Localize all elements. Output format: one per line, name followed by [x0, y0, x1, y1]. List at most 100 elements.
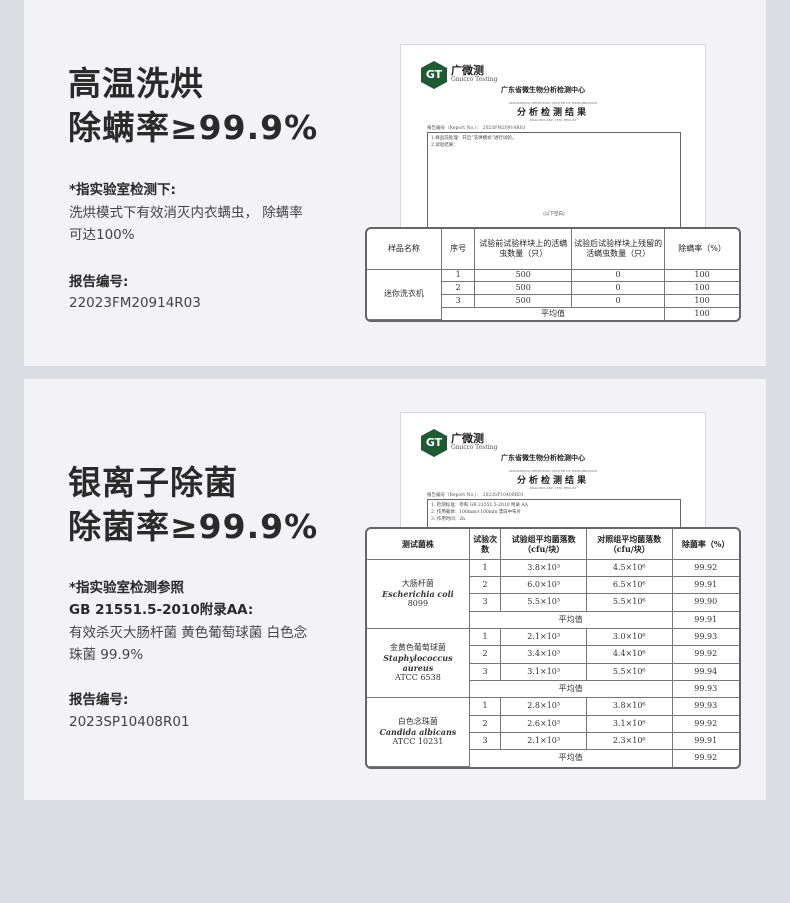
table-cell: 99.94	[671, 662, 739, 681]
table-cell: 1	[468, 558, 502, 577]
title-line-2: 除菌率≥99.9%	[68, 507, 319, 546]
mite-result-table: 样品名称 序号 试验前试验样块上的活螨虫数量（只） 试验后试验样块上残留的活螨虫数量（…	[365, 227, 741, 322]
test-report-document: GT 广微测 Gmicro Testing 广东省微生物分析检测中心 GUANG…	[400, 412, 706, 532]
result-title: 分析检测结果	[516, 476, 589, 486]
center-name: 广东省微生物分析检测中心	[501, 85, 585, 94]
average-label: 平均值	[469, 679, 673, 699]
mite-removal-panel: 高温洗烘 除螨率≥99.9% *指实验室检测下: 洗烘模式下有效消灭内衣螨虫， …	[24, 0, 766, 366]
result-title-en: ANALYSIS AND TEST RESULT	[529, 118, 577, 122]
table-cell: 3.0×10⁶	[585, 627, 673, 647]
sterilization-panel: 银离子除菌 除菌率≥99.9% *指实验室检测参照 GB 21551.5-201…	[24, 379, 766, 800]
table-row: 2 500 0 100	[367, 281, 739, 296]
table-cell: 3	[469, 731, 502, 751]
table-cell: 2.1×10³	[500, 731, 587, 751]
strain-name-latin: Escherichia coli	[382, 588, 454, 599]
doc-content-box: 1.样品前处理：开启“洗烘模式”进行试验。 2.试验结果： (以下空白)	[427, 132, 681, 232]
center-name-en: GUANGDONG DETECTION CENTER OF MICROBIOLO…	[508, 469, 598, 473]
column-header: 试验前试验样块上的活螨虫数量（只）	[474, 229, 573, 270]
strain-id: 8099	[407, 598, 429, 608]
strain-name-latin: Candida albicans	[379, 727, 457, 738]
table-cell: 100	[664, 281, 739, 296]
strain-cell: 金黄色葡萄球菌 Staphylococcus aureus ATCC 6538	[367, 627, 470, 699]
table-cell: 2.3×10⁶	[585, 731, 673, 751]
brand-cn: 广微测	[451, 432, 484, 445]
table-cell: 100	[664, 294, 739, 308]
column-header: 试验次数	[468, 529, 502, 560]
average-label: 平均值	[469, 749, 673, 767]
table-cell: 6.0×10³	[500, 575, 587, 595]
strain-id: ATCC 6538	[394, 673, 441, 683]
sample-name: 迷你洗衣机	[367, 268, 442, 320]
table-cell: 4.4×10⁶	[585, 645, 673, 664]
table-row: 白色念珠菌 Candida albicans ATCC 10231 1 2.8×10³ 3…	[367, 697, 739, 767]
table-cell: 2	[469, 575, 502, 595]
average-label: 平均值	[469, 610, 673, 629]
table-row: 金黄色葡萄球菌 Staphylococcus aureus ATCC 6538 1 2.…	[367, 627, 739, 699]
report-line: 报告编号（Report No.）： 2023FM20914R03	[427, 126, 526, 131]
report-label: 报告编号:	[69, 274, 129, 290]
table-row: 迷你洗衣机 1 500 0 100	[367, 268, 739, 320]
column-header: 试验后试验样块上残留的活螨虫数量（只）	[571, 229, 666, 270]
table-row: 大肠杆菌 Escherichia coli 8099 1 3.8×10³ 4.5×10⁶ 9…	[367, 558, 739, 629]
doc-item-1: 1.样品前处理：开启“洗烘模式”进行试验。	[431, 136, 517, 141]
table-cell: 0	[571, 268, 666, 283]
table-cell: 3	[469, 662, 502, 681]
test-report-document: GT 广微测 Gmicro Testing 广东省微生物分析检测中心 GUANG…	[400, 44, 706, 234]
table-cell: 99.90	[671, 593, 739, 612]
result-title: 分析检测结果	[516, 108, 589, 118]
result-title-en: ANALYSIS AND TEST RESULT	[529, 486, 577, 490]
table-cell: 5.5×10⁶	[585, 662, 673, 681]
bacteria-result-table: 测试菌株 试验次数 试验组平均菌落数（cfu/块） 对照组平均菌落数（cfu/块） 除菌…	[365, 527, 741, 769]
table-cell: 6.5×10⁶	[585, 575, 673, 595]
table-cell: 99.92	[671, 714, 739, 733]
table-cell: 99.92	[671, 645, 739, 664]
strain-name-cn: 白色念珠菌	[397, 717, 438, 727]
table-cell: 1	[468, 627, 502, 647]
brand-en: Gmicro Testing	[451, 444, 498, 451]
lab-note-line-1: *指实验室检测参照	[69, 580, 185, 596]
table-cell: 1	[468, 697, 502, 716]
table-cell: 2.1×10³	[500, 627, 587, 647]
table-cell: 0	[571, 294, 666, 308]
average-label: 平均值	[441, 306, 666, 320]
doc-item-2: 2.试验结果：	[431, 143, 458, 148]
table-cell: 3.4×10³	[500, 645, 587, 664]
doc-item-1: 1. 检测标准：参照 GB 21551.5-2010 附录 AA	[431, 503, 528, 508]
doc-item-2: 2. 作用载体：100mm×100mm 漂白中布片	[431, 510, 522, 515]
table-cell: 3.1×10⁶	[585, 714, 673, 733]
table-cell: 5.5×10³	[500, 593, 587, 612]
doc-blank-note: (以下空白)	[543, 212, 565, 217]
table-cell: 99.91	[671, 575, 739, 595]
description: 洗烘模式下有效消灭内衣螨虫， 除螨率可达100%	[69, 205, 303, 243]
table-cell: 2	[441, 281, 476, 296]
table-cell: 5.5×10⁶	[585, 593, 673, 612]
column-header: 测试菌株	[367, 529, 470, 560]
report-label: 报告编号:	[69, 692, 129, 708]
table-row: 测试菌株 试验次数 试验组平均菌落数（cfu/块） 对照组平均菌落数（cfu/块） 除菌…	[367, 529, 739, 560]
title-line-2: 除螨率≥99.9%	[68, 108, 319, 147]
column-header: 除螨率（%）	[664, 229, 739, 270]
strain-id: ATCC 10231	[392, 737, 444, 747]
table-cell: 3.8×10⁶	[585, 697, 673, 716]
table-row: 平均值 99.93	[367, 679, 739, 699]
gmicro-logo-icon: GT	[421, 61, 447, 89]
average-value: 100	[664, 306, 739, 320]
table-cell: 99.92	[671, 558, 739, 577]
table-cell: 99.91	[671, 731, 739, 751]
brand-cn: 广微测	[451, 64, 484, 77]
table-cell: 99.93	[671, 627, 739, 647]
table-cell: 100	[664, 268, 739, 283]
table-cell: 1	[440, 268, 476, 283]
title-line-1: 高温洗烘	[68, 64, 204, 103]
report-number: 2023SP10408R01	[69, 714, 190, 730]
table-row: 3 5.5×10³ 5.5×10⁶ 99.90	[367, 593, 739, 612]
table-row: 3 2.1×10³ 2.3×10⁶ 99.91	[367, 731, 739, 751]
center-name-en: GUANGDONG DETECTION CENTER OF MICROBIOLO…	[508, 101, 598, 105]
strain-cell: 白色念珠菌 Candida albicans ATCC 10231	[367, 697, 470, 767]
table-cell: 500	[474, 268, 573, 283]
title-line-1: 银离子除菌	[68, 463, 238, 502]
report-number: 22023FM20914R03	[69, 295, 201, 311]
table-cell: 2	[469, 645, 502, 664]
table-cell: 4.5×10⁶	[585, 558, 673, 577]
table-row: 平均值 99.92	[367, 749, 739, 767]
